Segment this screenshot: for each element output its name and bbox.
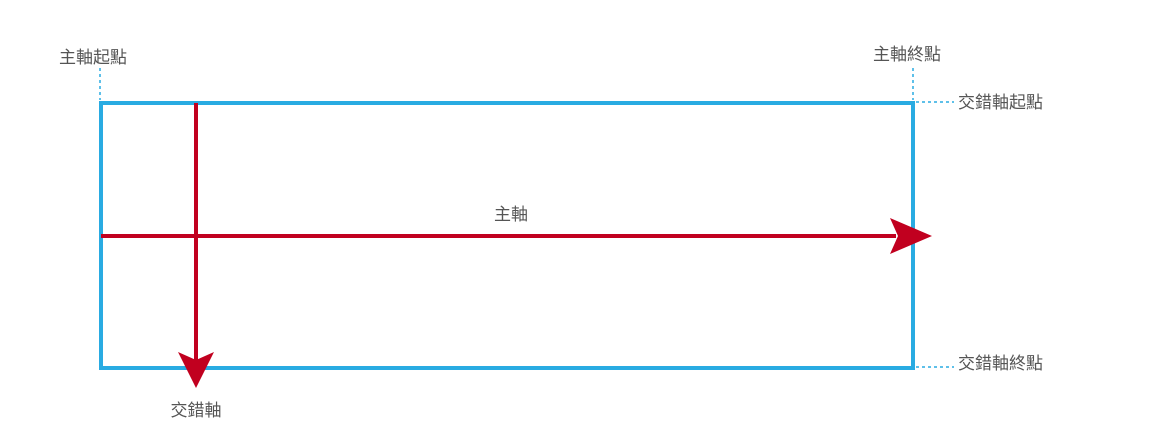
main-axis-arrowhead [890,218,932,254]
cross-end-label: 交錯軸終點 [958,354,1043,374]
cross-axis-label: 交錯軸 [171,401,222,421]
main-end-label: 主軸終點 [873,45,941,65]
main-start-label: 主軸起點 [59,48,127,68]
cross-axis-arrowhead [178,352,214,388]
main-axis-label: 主軸 [494,205,528,225]
cross-start-label: 交錯軸起點 [958,93,1043,113]
